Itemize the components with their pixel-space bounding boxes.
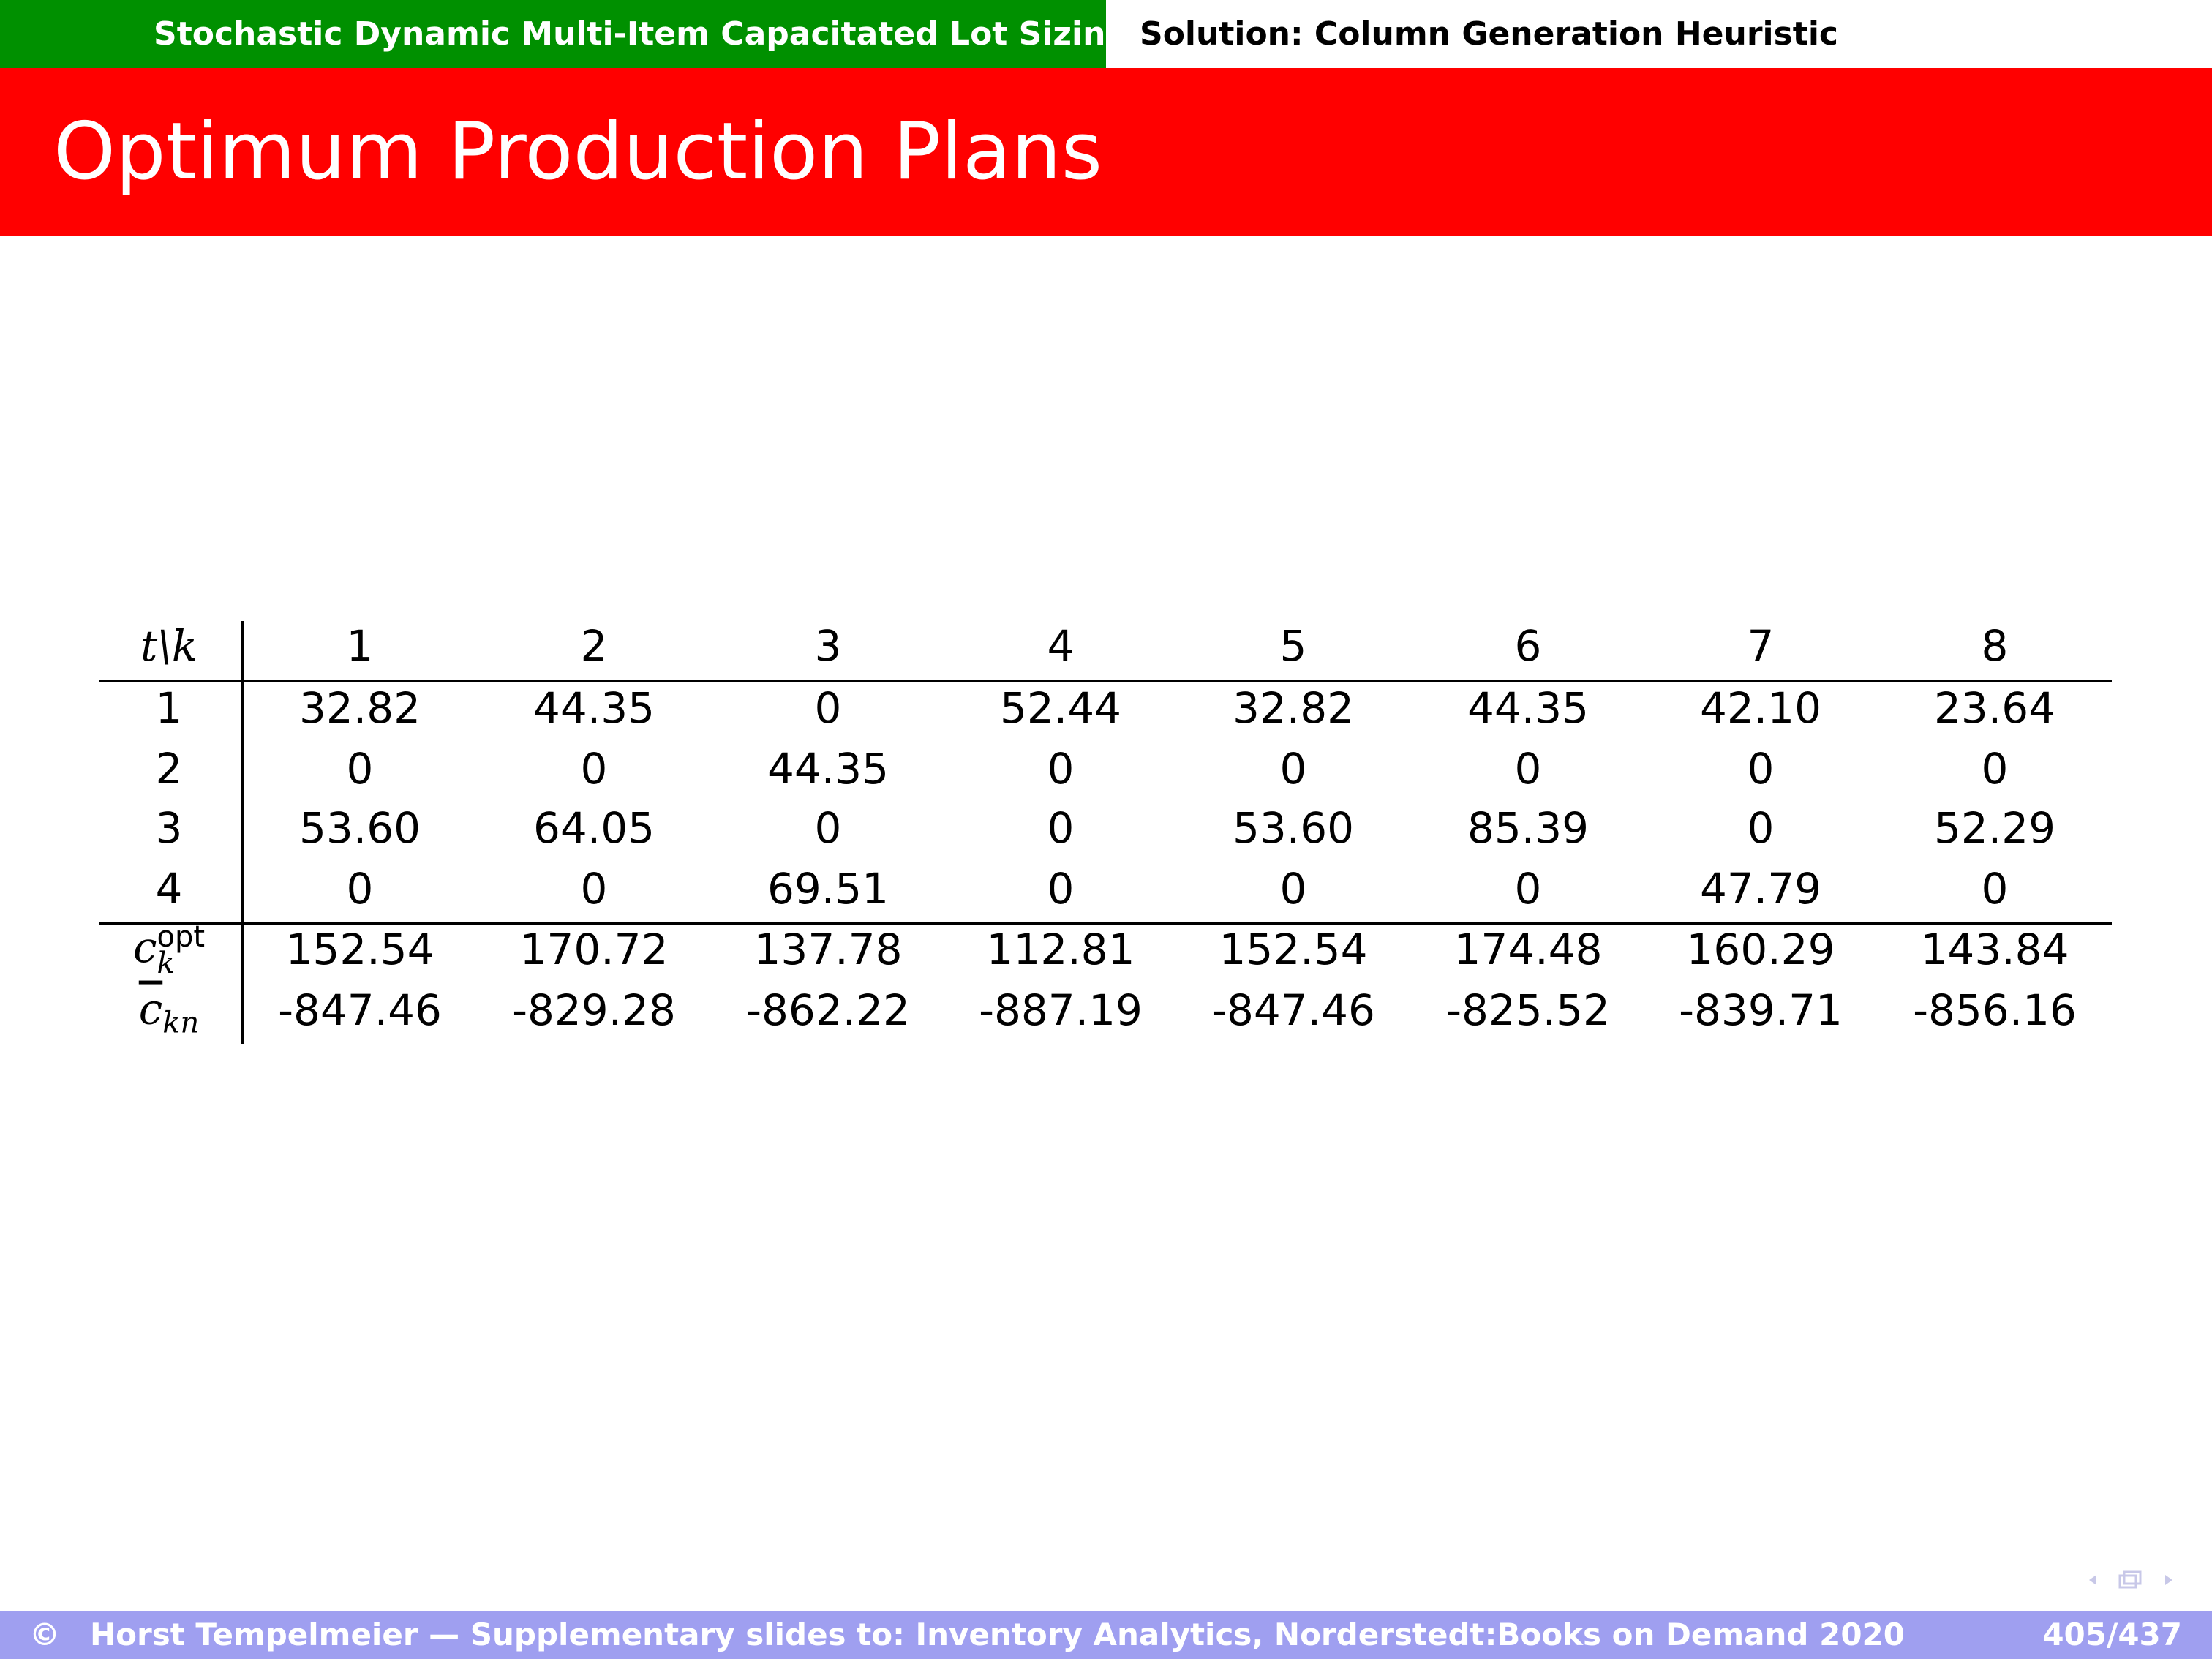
table-cell: 32.82: [1232, 683, 1355, 733]
cost-symbol: c: [132, 922, 157, 973]
column-header: 3: [814, 621, 842, 671]
row-label: 2: [155, 744, 183, 794]
table-cell: 64.05: [533, 803, 655, 853]
nav-icons: [2089, 1570, 2172, 1589]
cost-label: c opt k: [132, 919, 206, 980]
table-cell: 23.64: [1933, 683, 2056, 733]
column-header: 7: [1747, 621, 1775, 671]
table-cell: 137.78: [753, 925, 903, 974]
table-cell: 0: [1279, 864, 1307, 914]
column-header: 6: [1514, 621, 1542, 671]
table-cell: 42.10: [1699, 683, 1822, 733]
subsection-bar: Solution: Column Generation Heuristic: [1106, 0, 2212, 68]
table-cell: 0: [1279, 744, 1307, 794]
cost-subscript: k: [157, 946, 175, 980]
table-cell: 0: [580, 864, 608, 914]
row-label: 3: [155, 803, 183, 853]
vertical-rule: [241, 621, 244, 1044]
table-cell: 0: [1047, 803, 1075, 853]
table-cell: 0: [1514, 744, 1542, 794]
section-title: Stochastic Dynamic Multi-Item Capacitate…: [154, 15, 1129, 53]
table-cell: 53.60: [298, 803, 421, 853]
subsection-title: Solution: Column Generation Heuristic: [1140, 15, 1838, 53]
table-cell: 112.81: [986, 925, 1135, 974]
corner-label: t\k: [140, 621, 198, 671]
table-cell: 44.35: [1467, 683, 1590, 733]
table-cell: -887.19: [979, 985, 1143, 1035]
table-cell: 0: [1981, 744, 2009, 794]
table-cell: -847.46: [1211, 985, 1375, 1035]
table-cell: -829.28: [512, 985, 676, 1035]
table-cell: 174.48: [1453, 925, 1603, 974]
table-cell: 44.35: [533, 683, 655, 733]
table-cell: 0: [346, 864, 374, 914]
cost-indices: kn: [162, 988, 200, 1040]
table-cell: 0: [1047, 744, 1075, 794]
table-cell: -847.46: [278, 985, 442, 1035]
cost-indices: opt k: [157, 919, 206, 980]
nav-frame[interactable]: [2118, 1574, 2137, 1589]
table-cell: 0: [814, 803, 842, 853]
table-cell: 0: [1514, 864, 1542, 914]
page-number: 405/437: [2042, 1617, 2182, 1652]
table-cell: 0: [1747, 803, 1775, 853]
table-cell: 152.54: [285, 925, 434, 974]
table-cell: 85.39: [1467, 803, 1590, 853]
cost-rule: [99, 922, 2112, 925]
cost-subscript: kn: [162, 1006, 200, 1040]
table-cell: -856.16: [1913, 985, 2077, 1035]
nav-next[interactable]: [2165, 1575, 2172, 1585]
column-header: 5: [1279, 621, 1307, 671]
cost-label: c kn: [138, 984, 200, 1040]
footer-text: Horst Tempelmeier — Supplementary slides…: [90, 1617, 1905, 1652]
cost-superscript: opt: [157, 919, 206, 954]
table-cell: 32.82: [298, 683, 421, 733]
table-cell: 52.44: [999, 683, 1122, 733]
column-header: 1: [346, 621, 374, 671]
nav-prev[interactable]: [2089, 1575, 2096, 1585]
table-cell: 47.79: [1699, 864, 1822, 914]
nav-frame-back: [2123, 1570, 2142, 1585]
title-bar: Optimum Production Plans: [0, 68, 2212, 236]
table-cell: 0: [1747, 744, 1775, 794]
header-rule: [99, 680, 2112, 682]
column-header: 2: [580, 621, 608, 671]
table-cell: 152.54: [1219, 925, 1368, 974]
table-cell: 52.29: [1933, 803, 2056, 853]
table-cell: 143.84: [1920, 925, 2069, 974]
table-cell: 160.29: [1686, 925, 1835, 974]
table-cell: 170.72: [519, 925, 669, 974]
table-cell: 0: [1981, 864, 2009, 914]
row-label: 1: [155, 683, 183, 733]
table-cell: -862.22: [746, 985, 910, 1035]
cost-symbol: c: [138, 984, 163, 1034]
table-cell: 0: [580, 744, 608, 794]
slide-title: Optimum Production Plans: [53, 106, 1103, 198]
column-header: 4: [1047, 621, 1075, 671]
table-cell: 0: [1047, 864, 1075, 914]
table-cell: 44.35: [767, 744, 889, 794]
table-cell: 53.60: [1232, 803, 1355, 853]
table-cell: -839.71: [1679, 985, 1843, 1035]
copyright: ©: [29, 1617, 60, 1652]
table-cell: -825.52: [1446, 985, 1610, 1035]
table-cell: 0: [346, 744, 374, 794]
section-bar: Stochastic Dynamic Multi-Item Capacitate…: [0, 0, 1129, 68]
table-cell: 0: [814, 683, 842, 733]
table-cell: 69.51: [767, 864, 889, 914]
column-header: 8: [1981, 621, 2009, 671]
footer: © Horst Tempelmeier — Supplementary slid…: [0, 1611, 2212, 1659]
row-label: 4: [155, 864, 183, 914]
